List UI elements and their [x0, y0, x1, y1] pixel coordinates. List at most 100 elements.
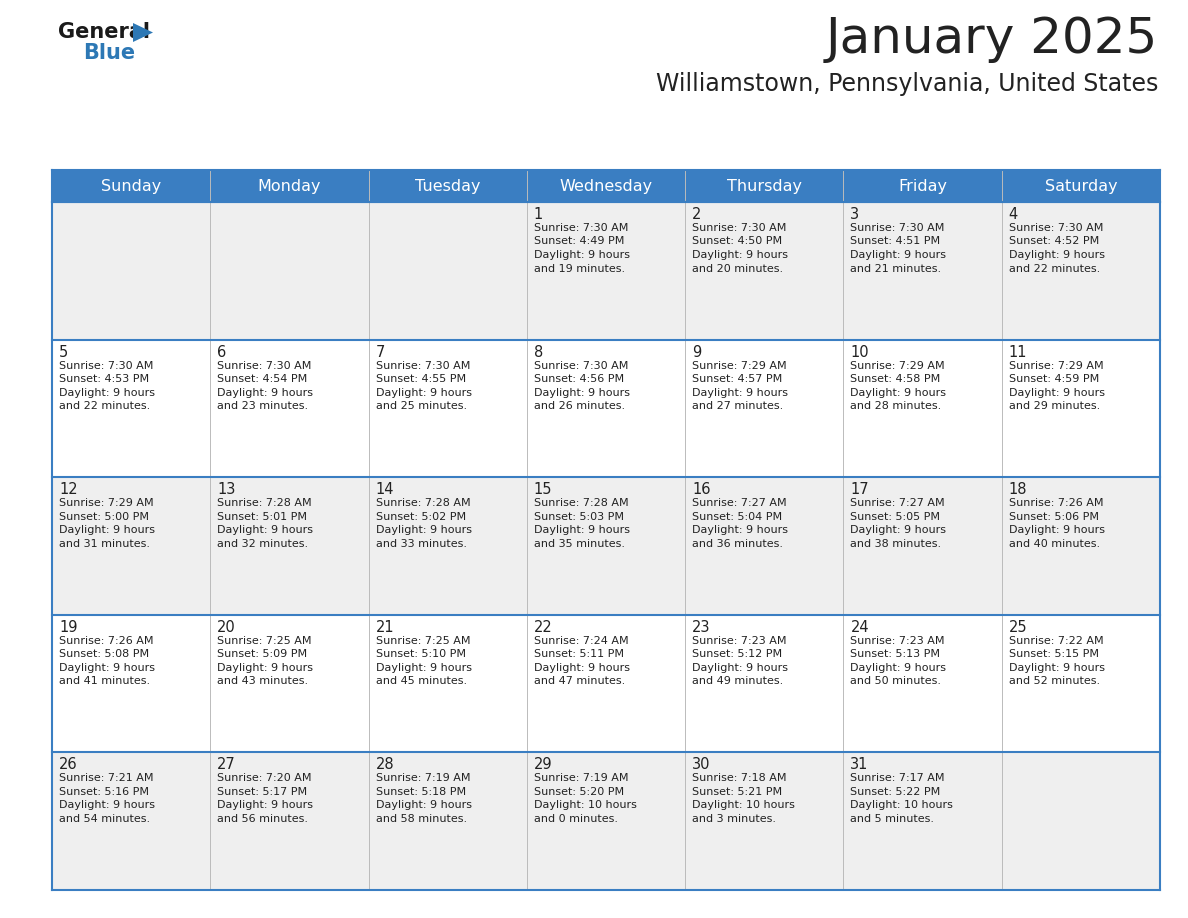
- Text: Sunrise: 7:22 AM: Sunrise: 7:22 AM: [1009, 636, 1104, 645]
- Bar: [210, 615, 368, 753]
- Bar: [1001, 753, 1159, 890]
- Text: 22: 22: [533, 620, 552, 635]
- Bar: [1001, 340, 1159, 477]
- Polygon shape: [133, 23, 153, 42]
- Text: 15: 15: [533, 482, 552, 498]
- Text: Daylight: 9 hours: Daylight: 9 hours: [59, 525, 154, 535]
- Text: 23: 23: [693, 620, 710, 635]
- Text: 11: 11: [1009, 344, 1028, 360]
- Text: Sunset: 5:09 PM: Sunset: 5:09 PM: [217, 649, 308, 659]
- Text: and 29 minutes.: and 29 minutes.: [1009, 401, 1100, 411]
- Text: Williamstown, Pennsylvania, United States: Williamstown, Pennsylvania, United State…: [656, 72, 1158, 96]
- Text: and 56 minutes.: and 56 minutes.: [217, 814, 308, 823]
- Text: Daylight: 9 hours: Daylight: 9 hours: [693, 525, 788, 535]
- Text: and 0 minutes.: and 0 minutes.: [533, 814, 618, 823]
- Text: and 52 minutes.: and 52 minutes.: [1009, 677, 1100, 687]
- Text: Daylight: 9 hours: Daylight: 9 hours: [1009, 525, 1105, 535]
- Text: 17: 17: [851, 482, 870, 498]
- Text: 13: 13: [217, 482, 235, 498]
- Bar: [52, 170, 1159, 202]
- Text: Daylight: 9 hours: Daylight: 9 hours: [217, 387, 314, 397]
- Text: Sunset: 4:50 PM: Sunset: 4:50 PM: [693, 237, 782, 247]
- Text: and 38 minutes.: and 38 minutes.: [851, 539, 942, 549]
- Text: Sunset: 5:20 PM: Sunset: 5:20 PM: [533, 787, 624, 797]
- Text: Daylight: 9 hours: Daylight: 9 hours: [375, 800, 472, 811]
- Text: General: General: [58, 22, 150, 42]
- Text: Saturday: Saturday: [1044, 178, 1117, 194]
- Text: 26: 26: [59, 757, 77, 772]
- Text: Sunrise: 7:19 AM: Sunrise: 7:19 AM: [375, 773, 470, 783]
- Text: Daylight: 10 hours: Daylight: 10 hours: [533, 800, 637, 811]
- Text: Sunrise: 7:20 AM: Sunrise: 7:20 AM: [217, 773, 311, 783]
- Bar: [210, 340, 368, 477]
- Text: Daylight: 9 hours: Daylight: 9 hours: [375, 663, 472, 673]
- Bar: [843, 615, 1001, 753]
- Bar: [1001, 202, 1159, 340]
- Text: Sunset: 5:08 PM: Sunset: 5:08 PM: [59, 649, 150, 659]
- Text: and 35 minutes.: and 35 minutes.: [533, 539, 625, 549]
- Text: Daylight: 9 hours: Daylight: 9 hours: [533, 525, 630, 535]
- Bar: [210, 477, 368, 615]
- Text: Daylight: 9 hours: Daylight: 9 hours: [693, 387, 788, 397]
- Text: Sunrise: 7:28 AM: Sunrise: 7:28 AM: [217, 498, 312, 509]
- Text: Sunset: 5:03 PM: Sunset: 5:03 PM: [533, 511, 624, 521]
- Bar: [1001, 477, 1159, 615]
- Text: Daylight: 9 hours: Daylight: 9 hours: [851, 387, 947, 397]
- Text: and 31 minutes.: and 31 minutes.: [59, 539, 150, 549]
- Bar: [843, 477, 1001, 615]
- Text: Sunday: Sunday: [101, 178, 162, 194]
- Text: 9: 9: [693, 344, 701, 360]
- Bar: [368, 340, 526, 477]
- Text: Sunrise: 7:19 AM: Sunrise: 7:19 AM: [533, 773, 628, 783]
- Bar: [210, 753, 368, 890]
- Text: Sunset: 5:15 PM: Sunset: 5:15 PM: [1009, 649, 1099, 659]
- Bar: [685, 340, 843, 477]
- Text: and 47 minutes.: and 47 minutes.: [533, 677, 625, 687]
- Bar: [526, 202, 685, 340]
- Text: and 21 minutes.: and 21 minutes.: [851, 263, 942, 274]
- Text: Sunset: 4:57 PM: Sunset: 4:57 PM: [693, 375, 783, 384]
- Text: Blue: Blue: [83, 43, 135, 63]
- Text: Daylight: 9 hours: Daylight: 9 hours: [851, 663, 947, 673]
- Text: and 5 minutes.: and 5 minutes.: [851, 814, 935, 823]
- Bar: [52, 340, 210, 477]
- Bar: [685, 753, 843, 890]
- Text: and 19 minutes.: and 19 minutes.: [533, 263, 625, 274]
- Bar: [368, 753, 526, 890]
- Text: Sunrise: 7:30 AM: Sunrise: 7:30 AM: [533, 223, 628, 233]
- Text: 2: 2: [693, 207, 702, 222]
- Text: Sunset: 5:13 PM: Sunset: 5:13 PM: [851, 649, 941, 659]
- Text: Sunset: 5:12 PM: Sunset: 5:12 PM: [693, 649, 782, 659]
- Text: Sunset: 4:49 PM: Sunset: 4:49 PM: [533, 237, 624, 247]
- Text: Sunrise: 7:26 AM: Sunrise: 7:26 AM: [59, 636, 153, 645]
- Text: and 27 minutes.: and 27 minutes.: [693, 401, 783, 411]
- Text: Sunset: 4:58 PM: Sunset: 4:58 PM: [851, 375, 941, 384]
- Text: Sunrise: 7:28 AM: Sunrise: 7:28 AM: [375, 498, 470, 509]
- Text: and 41 minutes.: and 41 minutes.: [59, 677, 150, 687]
- Bar: [526, 753, 685, 890]
- Text: Sunset: 5:11 PM: Sunset: 5:11 PM: [533, 649, 624, 659]
- Text: and 43 minutes.: and 43 minutes.: [217, 677, 309, 687]
- Text: and 22 minutes.: and 22 minutes.: [59, 401, 150, 411]
- Text: Sunrise: 7:30 AM: Sunrise: 7:30 AM: [59, 361, 153, 371]
- Text: Sunset: 4:56 PM: Sunset: 4:56 PM: [533, 375, 624, 384]
- Text: 19: 19: [59, 620, 77, 635]
- Text: 8: 8: [533, 344, 543, 360]
- Text: Sunset: 5:16 PM: Sunset: 5:16 PM: [59, 787, 148, 797]
- Text: and 25 minutes.: and 25 minutes.: [375, 401, 467, 411]
- Text: Sunrise: 7:24 AM: Sunrise: 7:24 AM: [533, 636, 628, 645]
- Text: Sunset: 5:17 PM: Sunset: 5:17 PM: [217, 787, 308, 797]
- Text: Sunrise: 7:26 AM: Sunrise: 7:26 AM: [1009, 498, 1104, 509]
- Text: 4: 4: [1009, 207, 1018, 222]
- Text: 30: 30: [693, 757, 710, 772]
- Text: Sunset: 5:06 PM: Sunset: 5:06 PM: [1009, 511, 1099, 521]
- Bar: [843, 753, 1001, 890]
- Text: Sunset: 5:18 PM: Sunset: 5:18 PM: [375, 787, 466, 797]
- Text: and 36 minutes.: and 36 minutes.: [693, 539, 783, 549]
- Text: Daylight: 9 hours: Daylight: 9 hours: [375, 525, 472, 535]
- Text: and 58 minutes.: and 58 minutes.: [375, 814, 467, 823]
- Text: Daylight: 10 hours: Daylight: 10 hours: [851, 800, 953, 811]
- Text: and 49 minutes.: and 49 minutes.: [693, 677, 783, 687]
- Text: Daylight: 9 hours: Daylight: 9 hours: [1009, 663, 1105, 673]
- Text: Sunset: 5:10 PM: Sunset: 5:10 PM: [375, 649, 466, 659]
